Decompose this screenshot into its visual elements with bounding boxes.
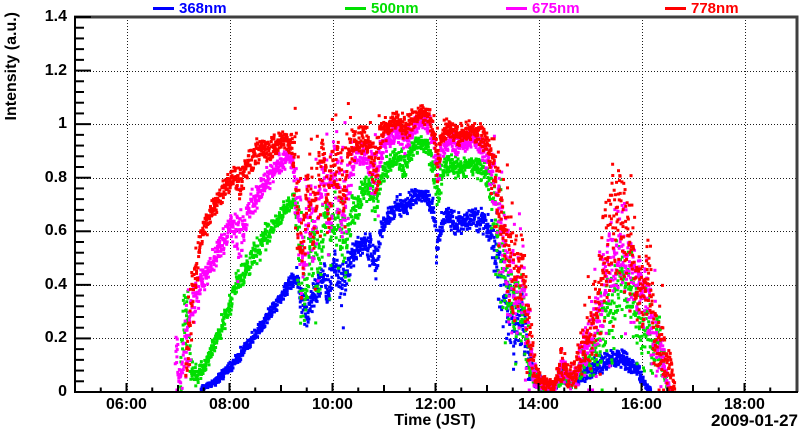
legend-label-500nm: 500nm bbox=[371, 0, 419, 17]
legend-line-sample-500nm bbox=[345, 7, 366, 10]
x-tick-label-1800: 18:00 bbox=[724, 396, 765, 413]
y-tick-label-1.2: 1.2 bbox=[44, 61, 67, 79]
legend-item-368nm: 368nm bbox=[153, 0, 227, 17]
legend-label-368nm: 368nm bbox=[179, 0, 227, 17]
x-tick-label-1400: 14:00 bbox=[518, 396, 559, 413]
x-tick-label-1200: 12:00 bbox=[415, 396, 456, 413]
legend-item-675nm: 675nm bbox=[506, 0, 580, 17]
legend-line-sample-778nm bbox=[665, 7, 686, 10]
x-tick-label-0800: 08:00 bbox=[209, 396, 250, 413]
x-tick-label-1600: 16:00 bbox=[621, 396, 662, 413]
y-tick-label-0: 0 bbox=[58, 383, 67, 400]
legend-label-675nm: 675nm bbox=[532, 0, 580, 17]
date-label: 2009-01-27 bbox=[711, 411, 798, 430]
y-tick-label-0.6: 0.6 bbox=[44, 222, 67, 240]
y-tick-label-0.4: 0.4 bbox=[44, 275, 67, 293]
legend-line-sample-675nm bbox=[506, 7, 527, 10]
y-tick-label-0.8: 0.8 bbox=[44, 168, 67, 186]
y-tick-label-1: 1 bbox=[58, 115, 67, 133]
x-tick-label-1000: 10:00 bbox=[312, 396, 353, 413]
legend-item-500nm: 500nm bbox=[345, 0, 419, 17]
x-tick-label-0600: 06:00 bbox=[106, 396, 147, 413]
y-tick-label-0.2: 0.2 bbox=[44, 329, 67, 347]
legend-label-778nm: 778nm bbox=[691, 0, 739, 17]
chart-legend: 368nm 500nm 675nm 778nm bbox=[0, 0, 800, 17]
legend-line-sample-368nm bbox=[153, 7, 174, 10]
legend-item-778nm: 778nm bbox=[665, 0, 739, 17]
y-tick-label-1.4: 1.4 bbox=[44, 8, 67, 25]
x-axis-title: Time (JST) bbox=[394, 412, 476, 429]
